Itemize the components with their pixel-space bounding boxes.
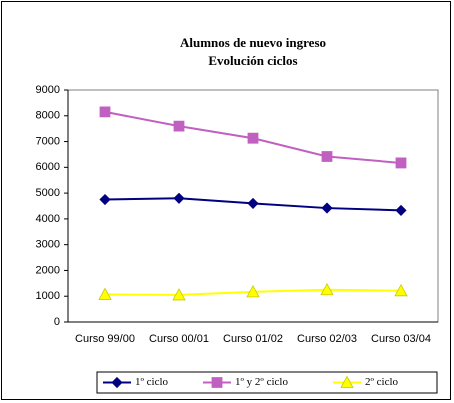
marker [394,283,408,297]
x-tick-label: Curso 01/02 [223,333,283,345]
marker [247,132,259,144]
y-tick-label: 9000 [36,84,60,96]
marker [173,120,185,132]
legend-marker [211,377,223,388]
marker [173,192,185,204]
marker [395,204,407,216]
x-tick-label: Curso 00/01 [149,333,209,345]
marker [247,197,259,209]
y-tick-label: 3000 [36,239,60,251]
marker [246,285,260,298]
x-tick-label: Curso 03/04 [371,333,431,345]
legend-marker [340,375,354,388]
y-tick-label: 2000 [36,264,60,276]
y-tick-label: 5000 [36,187,60,199]
marker [99,106,111,118]
x-tick-label: Curso 99/00 [75,333,135,345]
marker [321,202,333,214]
y-tick-label: 7000 [36,135,60,147]
marker [395,157,407,169]
marker [98,287,112,300]
marker [99,193,111,206]
legend-marker [111,376,123,389]
chart-title: Alumnos de nuevo ingreso [180,35,326,50]
marker [320,282,334,296]
x-tick-label: Curso 02/03 [297,333,357,345]
legend-label: 1º y 2º ciclo [235,376,288,388]
legend-label: 1º ciclo [135,376,169,388]
chart-subtitle: Evolución ciclos [208,53,297,68]
legend-label: 2º ciclo [365,376,399,388]
y-tick-label: 6000 [36,161,60,173]
y-tick-label: 4000 [36,213,60,225]
y-tick-label: 1000 [36,290,60,302]
y-tick-label: 0 [54,316,60,328]
marker [321,151,333,162]
y-tick-label: 8000 [36,110,60,122]
marker [172,288,186,301]
